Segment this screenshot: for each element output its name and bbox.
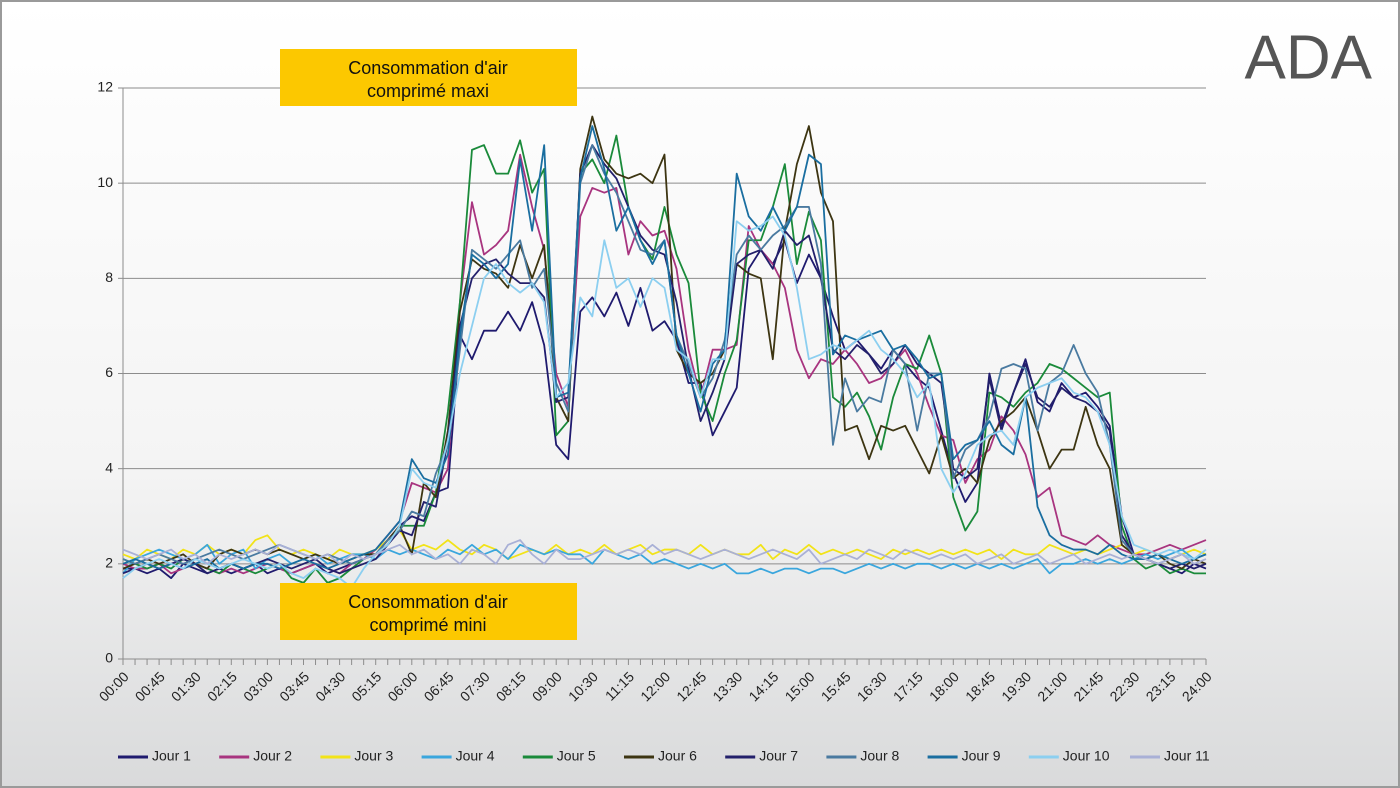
legend-label: Jour 9 [962,748,1001,764]
legend-label: Jour 3 [354,748,393,764]
annotation: comprimé mini [369,615,486,635]
legend-label: Jour 4 [456,748,495,764]
line [122,215,1207,589]
legend-label: Jour 2 [253,748,292,764]
line [122,539,1207,565]
line [122,134,1206,584]
y-tick-label: 6 [105,364,113,380]
legend-label: Jour 8 [860,748,899,764]
y-tick-label: 12 [97,79,113,95]
annotation: comprimé maxi [367,81,489,101]
line [122,529,1207,560]
legend-label: Jour 1 [152,748,191,764]
legend-label: Jour 11 [1164,748,1210,764]
legend-label: Jour 10 [1063,748,1110,764]
y-tick-label: 0 [105,650,113,666]
y-tick-label: 4 [105,459,113,475]
line [122,153,1207,575]
annotation: Consommation d'air [348,592,508,612]
legend-label: Jour 5 [557,748,596,764]
annotation-box [280,583,577,640]
annotation-box [280,49,577,106]
logo: ADA [1245,23,1373,92]
legend-label: Jour 7 [759,748,798,764]
line [122,144,1207,575]
y-tick-label: 8 [105,269,113,285]
annotation: Consommation d'air [348,58,508,78]
y-tick-label: 10 [97,174,113,190]
legend-label: Jour 6 [658,748,697,764]
y-tick-label: 2 [105,555,113,571]
